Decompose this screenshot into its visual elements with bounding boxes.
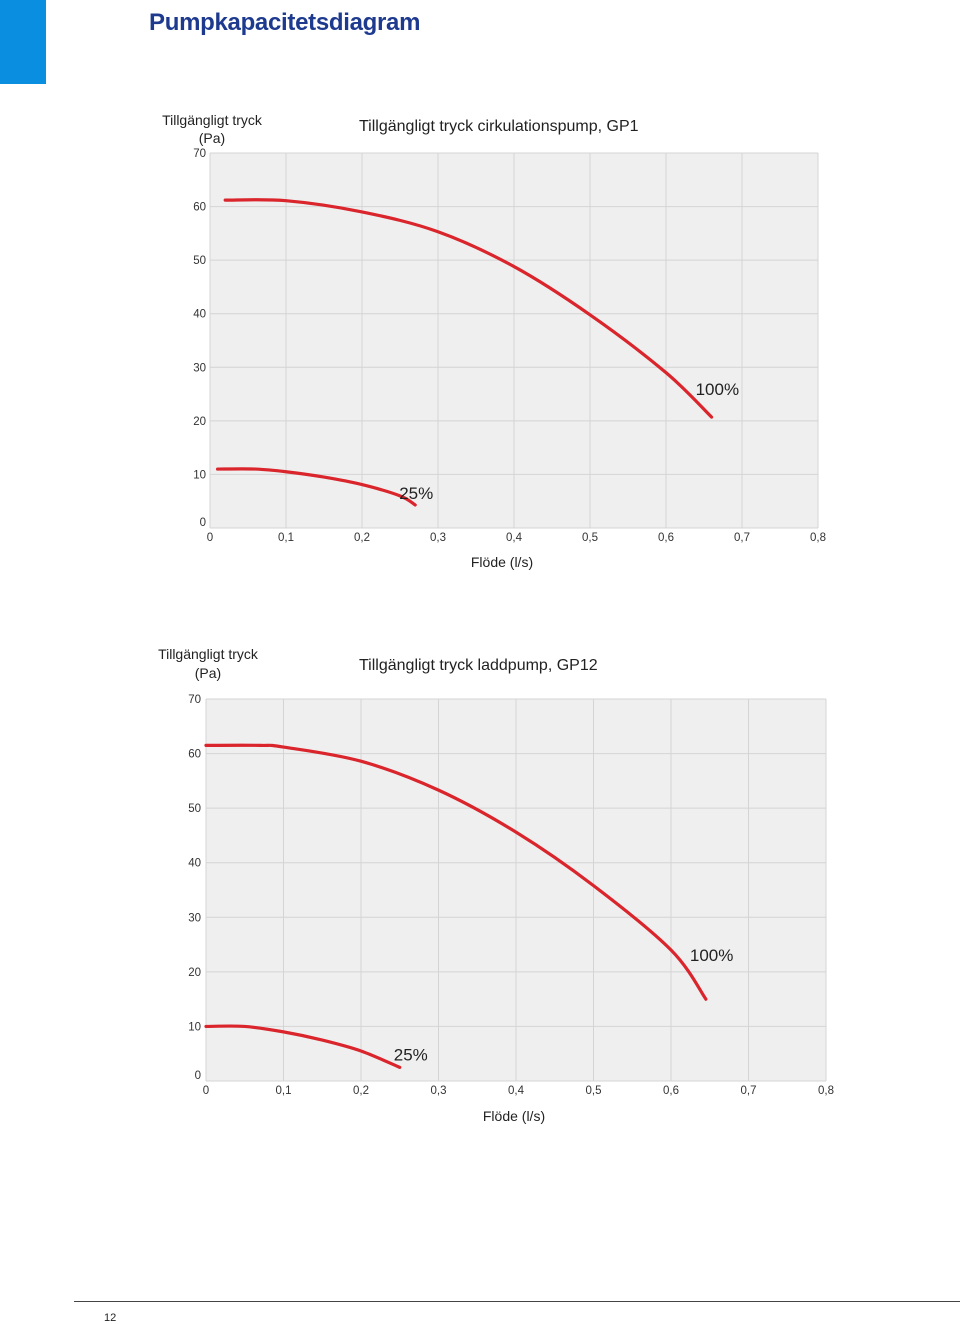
y-tick-label: 0	[200, 517, 206, 529]
series-line-100pct	[223, 198, 714, 419]
x-tick-label: 0,3	[431, 1085, 447, 1097]
y-tick-label: 70	[193, 148, 206, 160]
series-line-25pct	[216, 467, 417, 507]
x-tick-label: 0,1	[276, 1085, 292, 1097]
y-tick-label: 50	[193, 255, 206, 267]
y-tick-label: 50	[188, 803, 201, 815]
y-tick-label: 0	[195, 1070, 201, 1082]
y-axis-label: Tillgängligt tryck	[158, 646, 259, 662]
y-tick-label: 40	[193, 309, 206, 321]
chart-title: Tillgängligt tryck cirkulationspump, GP1	[359, 118, 639, 135]
blue-section-tab	[0, 0, 46, 84]
x-tick-label: 0,1	[278, 532, 294, 544]
y-tick-label: 70	[188, 694, 201, 706]
x-tick-label: 0,7	[734, 532, 750, 544]
y-axis-label-unit: (Pa)	[199, 130, 225, 146]
footer-divider	[74, 1301, 960, 1302]
series-line-25pct	[204, 1024, 402, 1069]
x-tick-label: 0,2	[353, 1085, 369, 1097]
x-tick-label: 0,6	[658, 532, 674, 544]
series-line-100pct	[204, 743, 708, 1001]
series-label: 25%	[394, 1045, 428, 1064]
y-tick-label: 10	[193, 469, 206, 481]
y-tick-label: 20	[193, 416, 206, 428]
chart-title: Tillgängligt tryck laddpump, GP12	[359, 657, 598, 674]
y-tick-label: 60	[188, 749, 201, 761]
y-tick-label: 10	[188, 1021, 201, 1033]
x-tick-label: 0,5	[586, 1085, 602, 1097]
y-tick-label: 30	[193, 362, 206, 374]
y-tick-label: 20	[188, 967, 201, 979]
chart-gp1: Tillgängligt tryck (Pa) Tillgängligt tryck…	[162, 112, 826, 570]
y-axis-label: Tillgängligt tryck	[162, 112, 263, 128]
x-tick-label: 0,8	[810, 532, 826, 544]
x-tick-label: 0,8	[818, 1085, 834, 1097]
x-tick-label: 0,4	[506, 532, 523, 544]
y-axis-label-unit: (Pa)	[195, 665, 221, 681]
x-tick-label: 0,4	[508, 1085, 525, 1097]
page-title: Pumpkapacitetsdiagram	[149, 9, 421, 36]
x-tick-label: 0,7	[741, 1085, 757, 1097]
series-label: 100%	[690, 946, 733, 965]
chart-gp12: Tillgängligt tryck (Pa) Tillgängligt tryck…	[158, 646, 834, 1124]
y-tick-label: 30	[188, 912, 201, 924]
series-label: 25%	[399, 484, 433, 503]
x-axis-label: Flöde (l/s)	[483, 1108, 545, 1124]
page-number: 12	[104, 1312, 117, 1324]
x-tick-label: 0,3	[430, 532, 446, 544]
x-tick-label: 0,2	[354, 532, 370, 544]
series-label: 100%	[696, 380, 739, 399]
x-axis-label: Flöde (l/s)	[471, 554, 533, 570]
x-tick-label: 0	[203, 1085, 209, 1097]
x-tick-label: 0	[207, 532, 213, 544]
y-tick-label: 40	[188, 858, 201, 870]
x-tick-label: 0,5	[582, 532, 598, 544]
x-tick-label: 0,6	[663, 1085, 679, 1097]
y-tick-label: 60	[193, 202, 206, 214]
